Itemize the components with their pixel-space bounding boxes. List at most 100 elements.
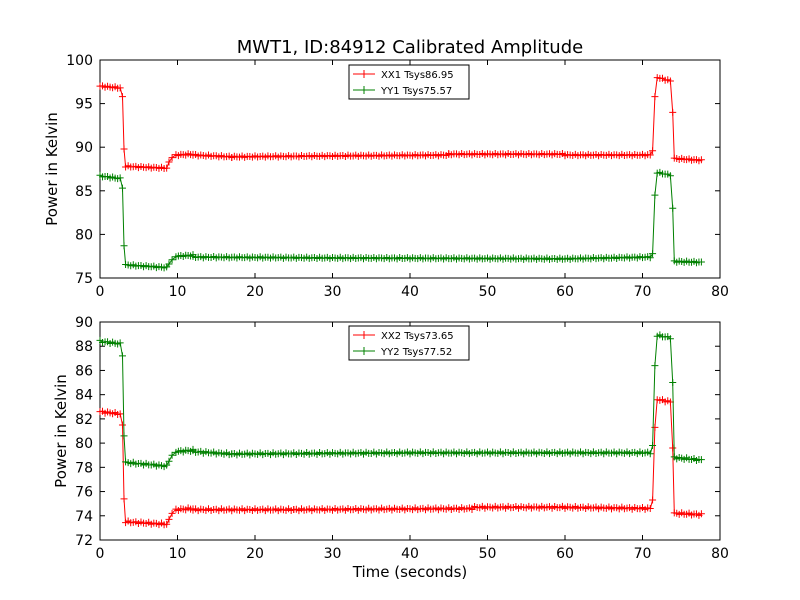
y-tick-label: 75 [75, 271, 93, 287]
legend-label-yy2: YY2 Tsys77.52 [380, 347, 452, 358]
x-tick-label: 50 [479, 546, 497, 562]
x-tick-label: 30 [324, 284, 342, 300]
data-point [649, 147, 657, 155]
legend-label-yy1: YY1 Tsys75.57 [380, 86, 452, 97]
data-point [120, 242, 128, 250]
y-tick-label: 84 [75, 388, 93, 404]
y-tick-label: 88 [75, 339, 93, 355]
legend-label-xx1: XX1 Tsys86.95 [381, 70, 454, 81]
data-point [168, 509, 176, 517]
y-tick-label: 74 [75, 509, 93, 525]
chart-top: MWT1, ID:84912 Calibrated Amplitude 0 10 2… [43, 37, 729, 300]
chart-bottom: 0 10 20 30 40 50 60 70 80 72 74 76 78 80 82 84 86 88 90 Po… [52, 315, 729, 581]
data-point [118, 421, 126, 429]
data-point [120, 432, 128, 440]
data-point [163, 164, 171, 172]
legend-box [348, 64, 470, 100]
series-markers-2 [96, 168, 705, 272]
data-point [165, 515, 173, 523]
legend-box [348, 325, 470, 361]
x-tick-label: 0 [96, 284, 105, 300]
y-tick-label: 100 [66, 53, 93, 69]
y-tick-label: 95 [75, 97, 93, 113]
data-point [649, 250, 657, 258]
data-point [116, 339, 124, 347]
data-point [669, 379, 677, 387]
data-point [165, 260, 173, 268]
data-point [697, 258, 705, 266]
y-tick-label: 82 [75, 412, 93, 428]
data-point [697, 456, 705, 464]
series-markers-2 [96, 331, 705, 471]
data-point [118, 184, 126, 192]
x-tick-label: 10 [169, 546, 187, 562]
y-axis-label: Power in Kelvin [43, 112, 61, 226]
data-point [118, 93, 126, 101]
x-tick-label: 70 [634, 546, 652, 562]
data-point [116, 84, 124, 92]
y-tick-label: 76 [75, 485, 93, 501]
data-point [669, 108, 677, 116]
data-point [697, 510, 705, 518]
y-tick-label: 86 [75, 363, 93, 379]
data-point [651, 93, 659, 101]
y-tick-label: 90 [75, 140, 93, 156]
axis-ticks: 0 10 20 30 40 50 60 70 80 75 80 85 90 95 100 [66, 53, 729, 300]
x-tick-label: 20 [246, 546, 264, 562]
data-point [666, 172, 674, 180]
y-tick-label: 80 [75, 436, 93, 452]
x-tick-label: 40 [401, 284, 419, 300]
legend: XX1 Tsys86.95 YY1 Tsys75.57 [348, 64, 470, 100]
x-tick-label: 30 [324, 546, 342, 562]
chart-title: MWT1, ID:84912 Calibrated Amplitude [237, 37, 583, 58]
data-point [666, 77, 674, 85]
series-markers-1 [96, 396, 705, 529]
x-tick-label: 50 [479, 284, 497, 300]
y-tick-label: 72 [75, 533, 93, 549]
data-point [697, 156, 705, 164]
y-tick-label: 80 [75, 227, 93, 243]
data-point [651, 423, 659, 431]
series-layer [96, 331, 705, 529]
data-point [646, 504, 654, 512]
data-point [669, 444, 677, 452]
data-point [118, 352, 126, 360]
series-markers-1 [96, 74, 705, 172]
data-point [649, 496, 657, 504]
data-point [646, 254, 654, 262]
data-point [168, 451, 176, 459]
data-point [165, 158, 173, 166]
y-tick-label: 90 [75, 315, 93, 331]
data-point [163, 520, 171, 528]
legend: XX2 Tsys73.65 YY2 Tsys77.52 [348, 325, 470, 361]
data-point [120, 495, 128, 503]
data-point [168, 154, 176, 162]
x-tick-label: 10 [169, 284, 187, 300]
data-point [651, 362, 659, 370]
x-tick-label: 60 [556, 284, 574, 300]
legend-label-xx2: XX2 Tsys73.65 [381, 331, 454, 342]
data-point [120, 145, 128, 153]
data-point [116, 174, 124, 182]
data-point [646, 151, 654, 159]
data-point [646, 450, 654, 458]
y-tick-label: 85 [75, 184, 93, 200]
axis-ticks: 0 10 20 30 40 50 60 70 80 72 74 76 78 80 82 84 86 88 90 [75, 315, 729, 562]
data-point [669, 204, 677, 212]
x-tick-label: 80 [711, 546, 729, 562]
data-point [168, 256, 176, 264]
x-tick-label: 80 [711, 284, 729, 300]
data-point [651, 191, 659, 199]
x-tick-label: 70 [634, 284, 652, 300]
y-tick-label: 78 [75, 460, 93, 476]
x-tick-label: 0 [96, 546, 105, 562]
x-tick-label: 40 [401, 546, 419, 562]
series-layer [96, 74, 705, 272]
x-axis-label: Time (seconds) [352, 563, 468, 581]
x-tick-label: 60 [556, 546, 574, 562]
x-tick-label: 20 [246, 284, 264, 300]
data-point [165, 457, 173, 465]
data-point [649, 442, 657, 450]
